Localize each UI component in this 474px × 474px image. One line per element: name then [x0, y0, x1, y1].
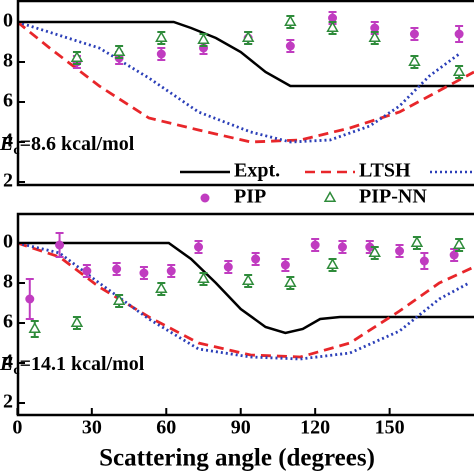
annotation-text: =14.1 kcal/mol: [20, 353, 145, 375]
x-tick-label: 30: [82, 417, 102, 439]
point: [337, 242, 347, 252]
x-tick-label: 0: [12, 417, 22, 439]
point: [326, 20, 339, 33]
y-tick-label: 8: [3, 271, 13, 293]
plot-area: [18, 11, 474, 144]
legend-label: PIP-NN: [359, 186, 427, 208]
legend-label: PIP: [234, 186, 266, 208]
point: [28, 321, 41, 334]
point: [197, 32, 210, 45]
frame: [16, 212, 474, 417]
series-line: [18, 20, 474, 88]
point: [155, 30, 168, 43]
series-line: [18, 20, 460, 144]
x-tick-label: 120: [300, 417, 330, 439]
y-tick-label: 8: [3, 50, 13, 72]
point: [395, 246, 405, 256]
point: [251, 254, 261, 264]
point: [449, 250, 459, 260]
series-line: [18, 20, 474, 144]
y-tick-label: 0: [3, 231, 13, 253]
annotation-subscript: c: [13, 363, 19, 378]
point: [280, 260, 290, 270]
legend-swatch: [323, 190, 337, 203]
point: [370, 23, 380, 33]
point: [452, 237, 466, 250]
point: [112, 264, 122, 274]
plot-area: [18, 232, 474, 361]
point: [112, 44, 126, 57]
x-tick-label: 150: [375, 417, 405, 439]
point: [284, 14, 297, 27]
y-tick-label: 6: [3, 311, 13, 333]
point: [368, 30, 381, 43]
series-line: [18, 241, 474, 335]
annotation-subscript: c: [13, 143, 19, 158]
point: [70, 315, 84, 328]
point: [166, 266, 176, 276]
point: [70, 50, 84, 63]
annotation-symbol: E: [0, 133, 13, 155]
point: [409, 29, 419, 39]
point: [112, 293, 126, 306]
point: [410, 235, 424, 248]
annotation-text: =8.6 kcal/mol: [20, 133, 135, 155]
point: [241, 273, 255, 286]
point: [241, 30, 255, 43]
series-line: [18, 241, 470, 361]
point: [452, 64, 466, 77]
point: [194, 242, 204, 252]
annotation: Ec=14.1 kcal/mol: [0, 353, 145, 379]
point: [139, 268, 149, 278]
x-axis-label: Scattering angle (degrees): [99, 445, 375, 472]
point: [284, 275, 297, 288]
point: [326, 257, 339, 270]
x-tick-label: 90: [231, 417, 251, 439]
frame: [16, 0, 474, 187]
point: [328, 13, 338, 23]
y-tick-label: 4: [3, 351, 13, 373]
point: [285, 41, 295, 51]
y-tick-label: 0: [3, 10, 13, 32]
point: [82, 266, 92, 276]
legend-label: Expt.: [234, 160, 280, 182]
series-line: [18, 241, 474, 359]
point: [310, 240, 320, 250]
legend-label: LTSH: [359, 160, 411, 182]
point: [368, 245, 381, 258]
point: [155, 281, 168, 294]
annotation-symbol: E: [0, 353, 13, 375]
point: [197, 271, 210, 284]
legend-swatch: [200, 193, 210, 203]
y-tick-label: 6: [3, 90, 13, 112]
y-tick-label: 2: [3, 391, 13, 413]
y-tick-label: 4: [3, 130, 13, 152]
annotation: Ec=8.6 kcal/mol: [0, 133, 135, 159]
y-tick-label: 2: [3, 170, 13, 192]
point: [223, 262, 233, 272]
point: [25, 294, 35, 304]
point: [454, 29, 464, 39]
x-tick-label: 60: [156, 417, 176, 439]
point: [419, 256, 429, 266]
point: [55, 240, 65, 250]
point: [408, 54, 421, 67]
point: [365, 242, 375, 252]
point: [156, 49, 166, 59]
